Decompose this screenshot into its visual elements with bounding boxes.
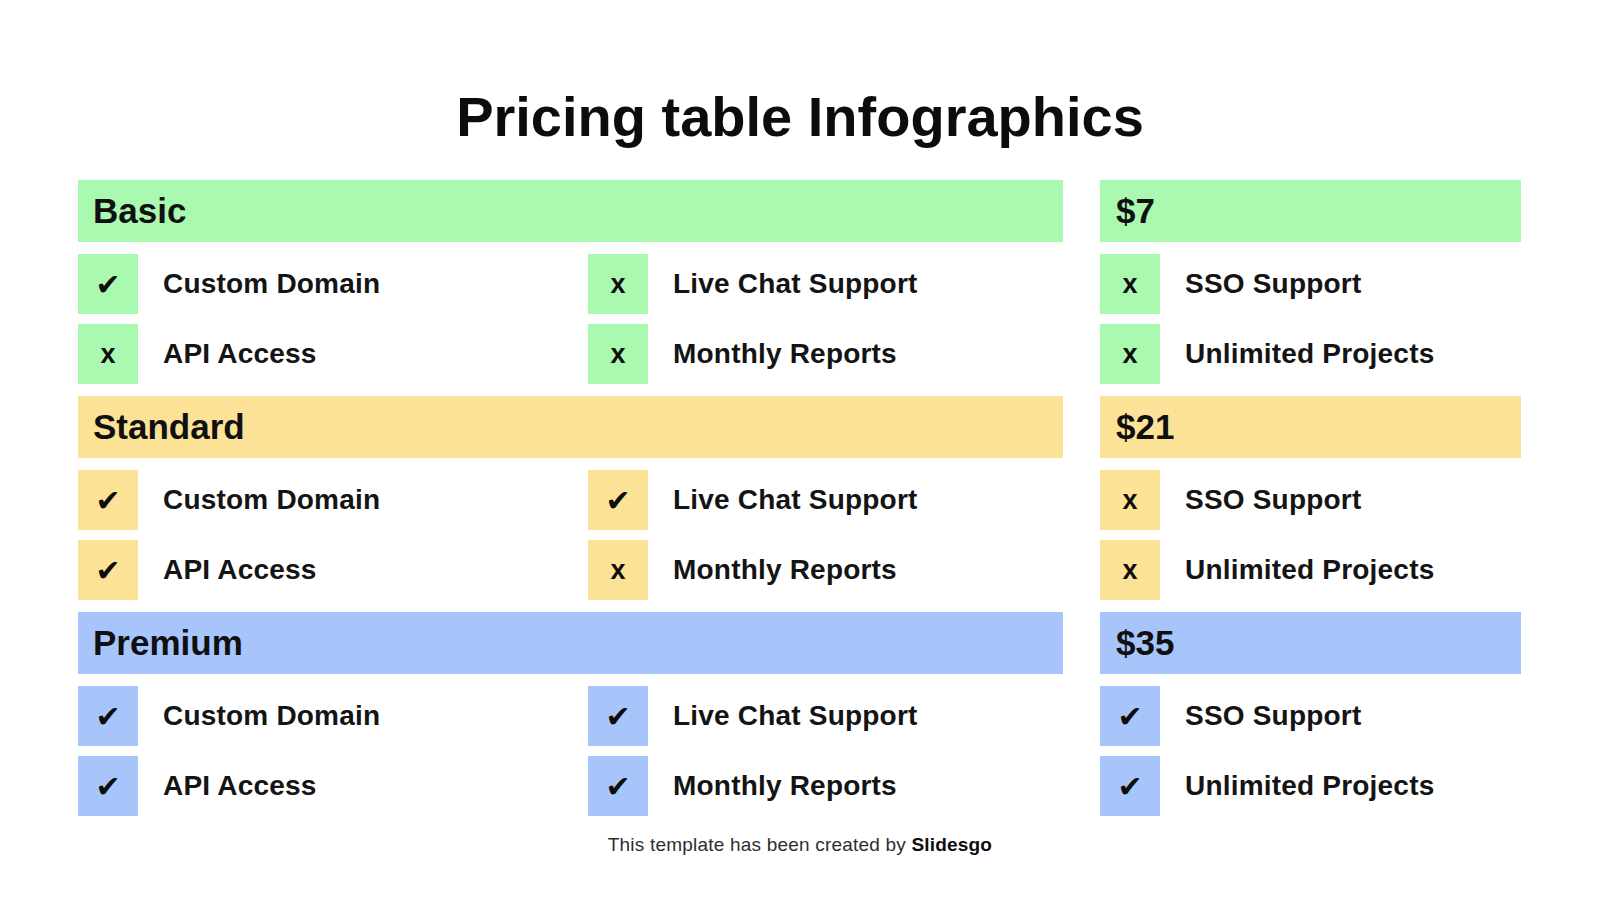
cross-icon: x bbox=[78, 324, 138, 384]
feature-grid-right: ✔ SSO Support ✔ Unlimited Projects bbox=[1100, 686, 1521, 816]
feature-item: x Live Chat Support bbox=[588, 254, 918, 314]
feature-item: x SSO Support bbox=[1100, 254, 1521, 314]
feature-grid-left: ✔ Custom Domain ✔ API Access ✔ Live Chat… bbox=[78, 470, 918, 600]
check-icon: ✔ bbox=[78, 540, 138, 600]
tier-name-bar: Basic bbox=[78, 180, 1063, 242]
cross-icon: x bbox=[1100, 470, 1160, 530]
feature-label: Live Chat Support bbox=[673, 268, 918, 300]
feature-item: x API Access bbox=[78, 324, 588, 384]
feature-label: API Access bbox=[163, 770, 317, 802]
feature-label: Live Chat Support bbox=[673, 484, 918, 516]
tier-name-bar: Standard bbox=[78, 396, 1063, 458]
feature-item: ✔ Custom Domain bbox=[78, 686, 588, 746]
check-icon: ✔ bbox=[78, 254, 138, 314]
feature-label: API Access bbox=[163, 554, 317, 586]
feature-label: API Access bbox=[163, 338, 317, 370]
tier-price: $7 bbox=[1116, 191, 1155, 231]
feature-label: Custom Domain bbox=[163, 700, 380, 732]
check-icon: ✔ bbox=[588, 686, 648, 746]
check-icon: ✔ bbox=[588, 470, 648, 530]
tier-name-bar: Premium bbox=[78, 612, 1063, 674]
feature-label: Live Chat Support bbox=[673, 700, 918, 732]
feature-item: ✔ Live Chat Support bbox=[588, 470, 918, 530]
check-icon: ✔ bbox=[588, 756, 648, 816]
page-title: Pricing table Infographics bbox=[0, 84, 1600, 149]
feature-label: Unlimited Projects bbox=[1185, 770, 1434, 802]
feature-grid-right: x SSO Support x Unlimited Projects bbox=[1100, 470, 1521, 600]
feature-label: Monthly Reports bbox=[673, 554, 897, 586]
feature-item: ✔ SSO Support bbox=[1100, 686, 1521, 746]
feature-label: SSO Support bbox=[1185, 700, 1361, 732]
cross-icon: x bbox=[588, 324, 648, 384]
tier-price: $21 bbox=[1116, 407, 1174, 447]
tier-price: $35 bbox=[1116, 623, 1174, 663]
tier-section-premium: Premium $35 ✔ Custom Domain ✔ API Access… bbox=[0, 612, 1600, 828]
feature-label: Unlimited Projects bbox=[1185, 338, 1434, 370]
slide-canvas: Pricing table Infographics Basic $7 ✔ Cu… bbox=[0, 0, 1600, 900]
feature-label: Unlimited Projects bbox=[1185, 554, 1434, 586]
cross-icon: x bbox=[1100, 324, 1160, 384]
feature-label: SSO Support bbox=[1185, 484, 1361, 516]
cross-icon: x bbox=[1100, 254, 1160, 314]
feature-item: ✔ Monthly Reports bbox=[588, 756, 918, 816]
feature-item: ✔ API Access bbox=[78, 756, 588, 816]
feature-grid-left: ✔ Custom Domain ✔ API Access ✔ Live Chat… bbox=[78, 686, 918, 816]
tier-section-basic: Basic $7 ✔ Custom Domain x API Access x … bbox=[0, 180, 1600, 396]
cross-icon: x bbox=[588, 254, 648, 314]
check-icon: ✔ bbox=[78, 470, 138, 530]
check-icon: ✔ bbox=[78, 756, 138, 816]
footer-text: This template has been created by bbox=[608, 834, 912, 855]
tier-name: Basic bbox=[93, 191, 186, 231]
tier-name: Standard bbox=[93, 407, 245, 447]
feature-item: ✔ Unlimited Projects bbox=[1100, 756, 1521, 816]
footer-credit: This template has been created by Slides… bbox=[0, 834, 1600, 856]
feature-label: Custom Domain bbox=[163, 268, 380, 300]
feature-label: Monthly Reports bbox=[673, 338, 897, 370]
brand-name: Slidesgo bbox=[911, 834, 992, 855]
tier-name: Premium bbox=[93, 623, 243, 663]
feature-item: x SSO Support bbox=[1100, 470, 1521, 530]
tier-price-bar: $21 bbox=[1100, 396, 1521, 458]
check-icon: ✔ bbox=[78, 686, 138, 746]
cross-icon: x bbox=[1100, 540, 1160, 600]
feature-item: ✔ Live Chat Support bbox=[588, 686, 918, 746]
feature-item: x Unlimited Projects bbox=[1100, 324, 1521, 384]
feature-grid-right: x SSO Support x Unlimited Projects bbox=[1100, 254, 1521, 384]
feature-item: x Monthly Reports bbox=[588, 324, 918, 384]
feature-item: x Unlimited Projects bbox=[1100, 540, 1521, 600]
feature-item: ✔ Custom Domain bbox=[78, 254, 588, 314]
tier-price-bar: $35 bbox=[1100, 612, 1521, 674]
feature-label: SSO Support bbox=[1185, 268, 1361, 300]
check-icon: ✔ bbox=[1100, 686, 1160, 746]
feature-item: ✔ Custom Domain bbox=[78, 470, 588, 530]
feature-label: Monthly Reports bbox=[673, 770, 897, 802]
check-icon: ✔ bbox=[1100, 756, 1160, 816]
tier-section-standard: Standard $21 ✔ Custom Domain ✔ API Acces… bbox=[0, 396, 1600, 612]
feature-grid-left: ✔ Custom Domain x API Access x Live Chat… bbox=[78, 254, 918, 384]
tier-price-bar: $7 bbox=[1100, 180, 1521, 242]
feature-label: Custom Domain bbox=[163, 484, 380, 516]
feature-item: ✔ API Access bbox=[78, 540, 588, 600]
cross-icon: x bbox=[588, 540, 648, 600]
feature-item: x Monthly Reports bbox=[588, 540, 918, 600]
